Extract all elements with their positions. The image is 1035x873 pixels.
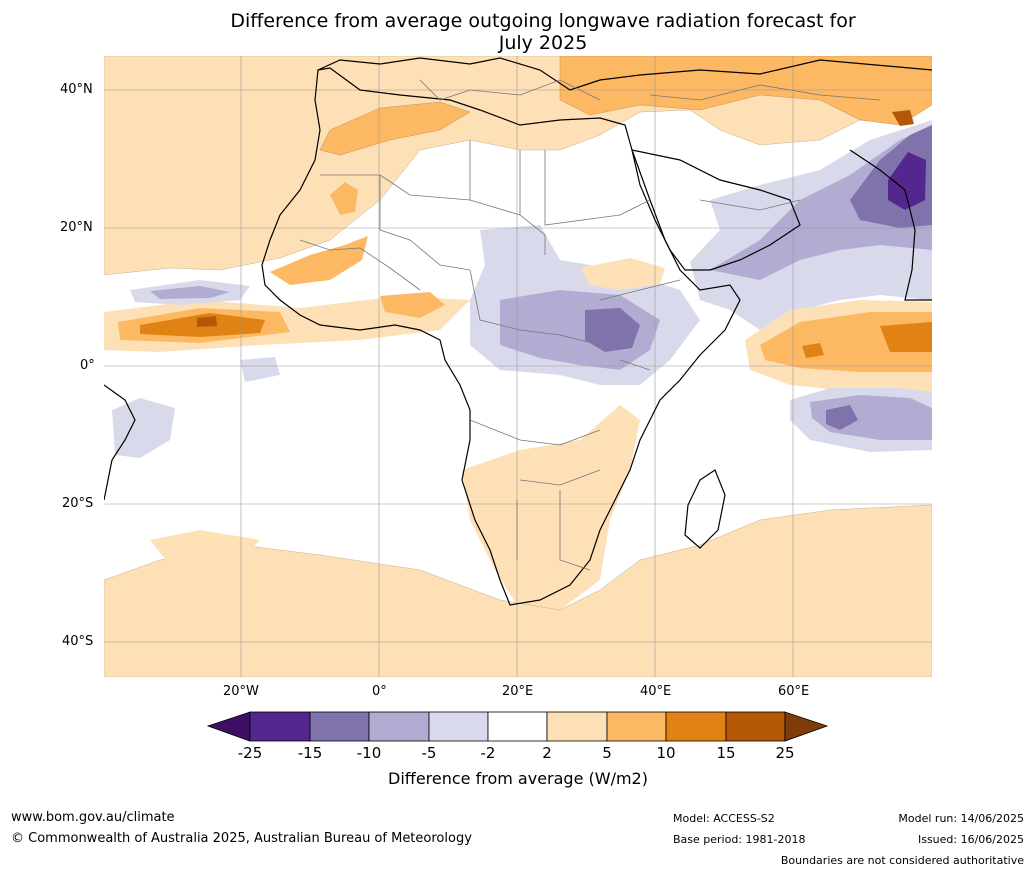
anomaly-atlantic-lavender-2 [240,357,280,382]
africa-coastline [261,67,741,606]
anomaly-guinea-coast [380,292,445,318]
colorbar-extend-high [784,711,829,742]
anomaly-sio-strong [826,405,858,430]
colorbar-bin-2 [309,711,370,742]
colorbar-tick-1: -25 [237,744,263,762]
footer-url: www.bom.gov.au/climate [11,810,175,825]
madagascar-coastline [684,469,726,549]
colorbar-tick-2: -15 [297,744,323,762]
west-atlantic-coastline [104,384,136,501]
footer-model-run: Model run: 14/06/2025 [898,812,1024,825]
lat-label-40n: 40°N [60,82,93,97]
anomaly-atlantic-lavender [112,398,175,458]
colorbar-tick-9: 15 [716,744,736,762]
colorbar-bin-4 [428,711,489,742]
europe-coastline [317,57,932,91]
colorbar-bin-3 [368,711,430,742]
footer-model: Model: ACCESS-S2 [673,812,775,825]
colorbar-tick-5: -2 [480,744,496,762]
title-line-2: July 2025 [498,32,588,54]
lon-label-60e: 60°E [778,684,810,699]
anomaly-india-medium [710,125,932,280]
colorbar-title: Difference from average (W/m2) [388,769,648,788]
colorbar-extend-low [206,711,251,742]
colorbar-tick-10: 25 [775,744,795,762]
colorbar-tick-4: -5 [421,744,437,762]
anomaly-southern-ocean-light [104,504,932,677]
anomaly-central-strong [585,308,640,352]
lat-label-20s: 20°S [62,496,94,511]
footer-copyright: © Commonwealth of Australia 2025, Austra… [11,831,472,846]
anomaly-himalaya-strong [892,110,914,126]
country-borders [299,79,881,571]
colorbar-bin-5 [487,711,548,742]
anomaly-sahel-purple [150,286,230,299]
anomaly-sahara-spot [330,182,358,215]
colorbar [206,711,829,742]
colorbar-tick-8: 10 [656,744,676,762]
anomaly-guinea-core [197,316,217,327]
colorbar-bin-8 [665,711,727,742]
graticule [104,56,932,677]
anomaly-field [104,56,932,677]
anomaly-sahel-medium [270,236,368,285]
lat-label-20n: 20°N [60,220,93,235]
footer-base-period: Base period: 1981-2018 [673,833,806,846]
lon-label-20w: 20°W [223,684,259,699]
lon-label-20e: 20°E [502,684,534,699]
anomaly-north-medium [559,56,932,126]
colorbar-tick-7: 5 [602,744,612,762]
footer-disclaimer: Boundaries are not considered authoritat… [780,854,1024,867]
india-coastline [849,149,932,301]
map-title: Difference from average outgoing longwav… [104,10,982,54]
anomaly-io-strong [880,322,932,352]
anomaly-india-core [888,152,926,210]
lon-label-40e: 40°E [640,684,672,699]
lat-label-40s: 40°S [62,634,94,649]
colorbar-bin-9 [725,711,786,742]
lat-label-equator: 0° [80,358,95,373]
lon-label-0: 0° [372,684,387,699]
colorbar-bin-1 [249,711,311,742]
anomaly-south-atlantic-light [150,530,260,565]
colorbar-bin-7 [606,711,667,742]
footer-issued: Issued: 16/06/2025 [917,833,1024,846]
colorbar-bin-6 [546,711,608,742]
colorbar-tick-3: -10 [356,744,382,762]
anomaly-io-spot [802,343,824,358]
coastlines [104,57,932,606]
colorbar-tick-6: 2 [542,744,552,762]
arabia-coastline [631,149,801,271]
anomaly-horn-light [580,258,665,290]
title-line-1: Difference from average outgoing longwav… [230,10,856,32]
anomaly-south-africa-light [462,405,640,610]
anomaly-sahara-medium [319,101,471,156]
